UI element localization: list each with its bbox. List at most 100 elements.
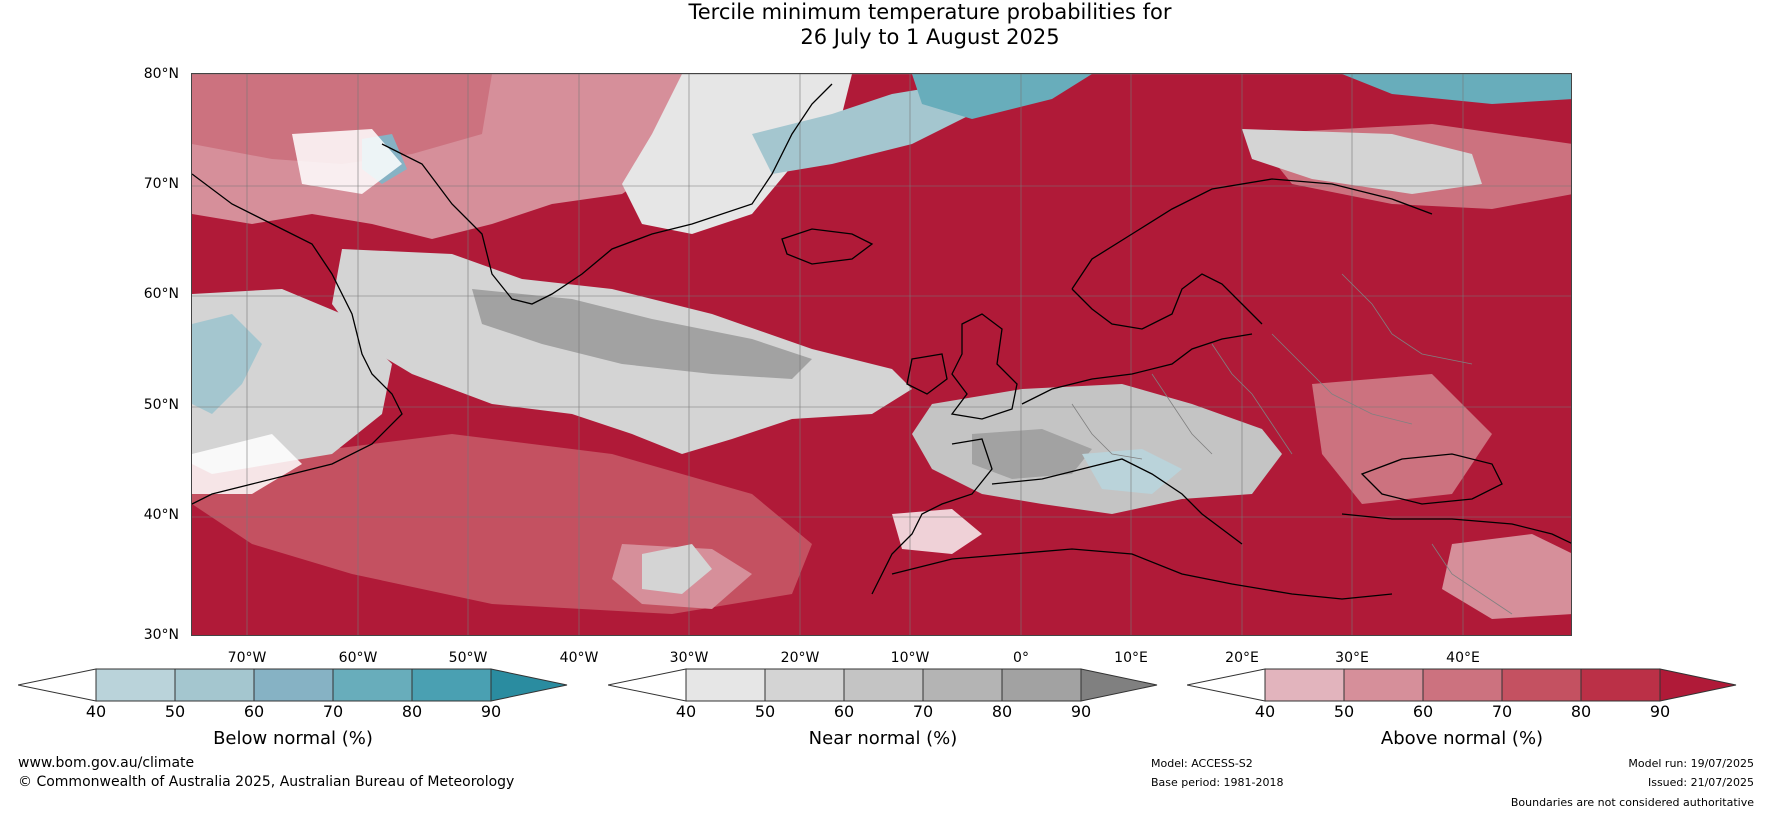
lon-label-10e: 10°E <box>1114 650 1148 666</box>
low-probability-region <box>892 509 982 554</box>
near-normal-colorbar <box>608 668 1158 702</box>
near-tick-70: 70 <box>912 702 934 721</box>
below-normal-region <box>912 74 1092 119</box>
lon-label-0: 0° <box>1013 650 1029 666</box>
lon-label-20w: 20°W <box>780 650 820 666</box>
near-tick-50: 50 <box>754 702 776 721</box>
colorbar-segment <box>1343 668 1424 702</box>
near-normal-region <box>912 384 1282 514</box>
graticule <box>192 74 1571 635</box>
above-tick-70: 70 <box>1491 702 1513 721</box>
above-tick-60: 60 <box>1412 702 1434 721</box>
colorbar-segment <box>764 668 845 702</box>
title-line-2: 26 July to 1 August 2025 <box>800 25 1060 49</box>
lat-label-50n: 50°N <box>143 397 179 413</box>
base-period: Base period: 1981-2018 <box>1151 776 1284 789</box>
below-tick-40: 40 <box>85 702 107 721</box>
probability-map <box>191 73 1572 636</box>
below-tick-80: 80 <box>401 702 423 721</box>
title-line-1: Tercile minimum temperature probabilitie… <box>688 0 1172 24</box>
lon-label-20e: 20°E <box>1225 650 1259 666</box>
colorbar-segment <box>253 668 334 702</box>
above-normal-legend-title: Above normal (%) <box>1380 728 1544 749</box>
lat-label-30n: 30°N <box>143 627 179 643</box>
north-america-coastline <box>192 173 403 505</box>
map-canvas <box>192 74 1571 635</box>
model-name: Model: ACCESS-S2 <box>1151 757 1253 770</box>
colorbar-segment <box>843 668 924 702</box>
lat-label-40n: 40°N <box>143 507 179 523</box>
model-run-date: Model run: 19/07/2025 <box>1628 757 1754 770</box>
europe-north-coastline <box>1021 333 1253 405</box>
colorbar-segment-low <box>1187 668 1266 702</box>
baltic-coastline <box>1071 273 1263 330</box>
coastlines <box>192 83 1571 600</box>
website-link[interactable]: www.bom.gov.au/climate <box>18 755 195 771</box>
below-normal-region <box>192 314 262 414</box>
national-borders <box>1071 273 1513 615</box>
near-normal-strong-region <box>472 289 812 379</box>
colorbar-segment <box>411 668 492 702</box>
lon-label-10w: 10°W <box>890 650 930 666</box>
scandinavia-coastline <box>1071 178 1433 290</box>
low-probability-region <box>292 129 402 194</box>
map-title: Tercile minimum temperature probabilitie… <box>0 0 1770 50</box>
lon-label-30w: 30°W <box>669 650 709 666</box>
below-normal-region <box>752 84 972 174</box>
colorbar-segment <box>1501 668 1582 702</box>
below-normal-region <box>1342 74 1571 104</box>
colorbar-segment <box>174 668 255 702</box>
colorbar-segment <box>1264 668 1345 702</box>
near-normal-region <box>1242 129 1482 194</box>
mid-red-region <box>192 74 492 164</box>
colorbar-segment <box>332 668 413 702</box>
light-red-region <box>1442 534 1571 619</box>
colorbar-segment <box>922 668 1003 702</box>
lon-label-40w: 40°W <box>559 650 599 666</box>
near-tick-60: 60 <box>833 702 855 721</box>
above-tick-40: 40 <box>1254 702 1276 721</box>
colorbar-segment <box>1422 668 1503 702</box>
colorbar-segment <box>1001 668 1082 702</box>
near-tick-80: 80 <box>991 702 1013 721</box>
above-normal-colorbar <box>1187 668 1737 702</box>
copyright-text: © Commonwealth of Australia 2025, Austra… <box>18 774 515 790</box>
colorbar-segment-high <box>490 668 568 702</box>
colorbar-segment-low <box>18 668 97 702</box>
colorbar-segment-high <box>1080 668 1158 702</box>
colorbar-segment-low <box>608 668 687 702</box>
africa-north-coastline <box>891 548 1393 600</box>
lon-label-30e: 30°E <box>1335 650 1369 666</box>
below-normal-legend-title: Below normal (%) <box>213 728 373 749</box>
below-tick-50: 50 <box>164 702 186 721</box>
ireland-coastline <box>906 353 948 395</box>
turkey-coastline <box>1341 513 1571 544</box>
boundaries-disclaimer: Boundaries are not considered authoritat… <box>1510 796 1754 809</box>
lon-label-40e: 40°E <box>1446 650 1480 666</box>
near-normal-legend-title: Near normal (%) <box>808 728 958 749</box>
colorbar-segment <box>685 668 766 702</box>
lon-label-50w: 50°W <box>448 650 488 666</box>
below-tick-70: 70 <box>322 702 344 721</box>
near-normal-region <box>622 74 852 234</box>
below-tick-90: 90 <box>480 702 502 721</box>
near-normal-strong-region <box>972 429 1092 479</box>
lat-label-80n: 80°N <box>143 66 179 82</box>
greenland-coastline <box>381 83 833 305</box>
below-tick-60: 60 <box>243 702 265 721</box>
britain-coastline <box>950 313 1018 420</box>
below-normal-colorbar <box>18 668 568 702</box>
lon-label-70w: 70°W <box>227 650 267 666</box>
above-tick-50: 50 <box>1333 702 1355 721</box>
above-tick-90: 90 <box>1649 702 1671 721</box>
near-tick-40: 40 <box>675 702 697 721</box>
black-sea-coastline <box>1360 453 1503 505</box>
iberia-coastline <box>871 438 993 595</box>
mediterranean-north-coastline <box>991 458 1243 545</box>
below-normal-region <box>1082 449 1182 494</box>
lon-label-60w: 60°W <box>338 650 378 666</box>
near-normal-region <box>642 544 712 594</box>
issued-date: Issued: 21/07/2025 <box>1647 776 1754 789</box>
colorbar-segment <box>95 668 176 702</box>
near-tick-90: 90 <box>1070 702 1092 721</box>
